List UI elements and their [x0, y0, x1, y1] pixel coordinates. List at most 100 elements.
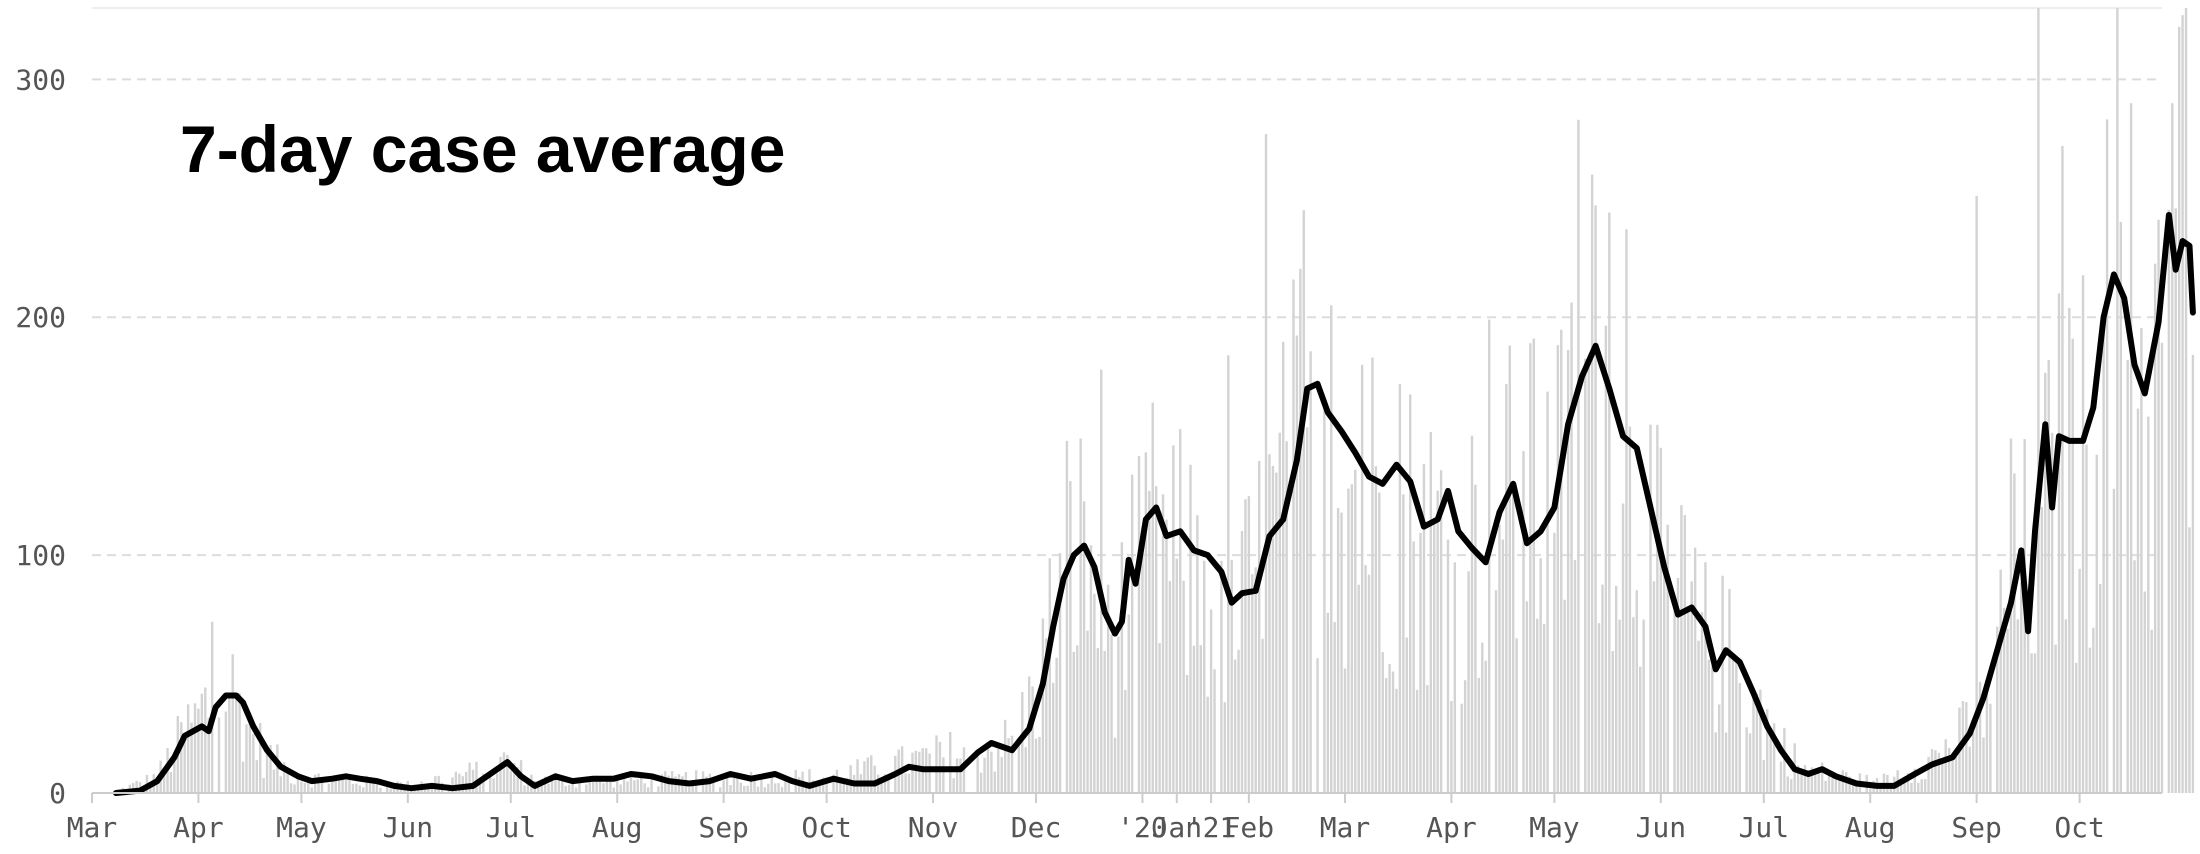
daily-case-bar	[1879, 787, 1882, 793]
daily-case-bar	[567, 784, 571, 793]
daily-case-bar	[1172, 445, 1175, 793]
daily-case-bar	[1903, 778, 1906, 793]
daily-case-bar	[1409, 394, 1412, 793]
x-tick-label: Jun	[1636, 811, 1687, 844]
daily-case-bar	[815, 781, 818, 793]
daily-case-bar	[1954, 750, 1958, 793]
daily-case-bar	[911, 752, 914, 793]
daily-case-bar	[1536, 618, 1539, 793]
daily-case-bar	[2013, 473, 2016, 793]
daily-case-bar	[1587, 358, 1590, 793]
daily-case-bar	[1072, 651, 1075, 793]
daily-case-bar	[2040, 507, 2044, 793]
daily-case-bar	[725, 775, 729, 793]
y-tick-label: 200	[15, 301, 66, 334]
daily-case-bar	[2078, 568, 2081, 793]
daily-case-bar	[1281, 341, 1285, 793]
daily-case-bar	[2157, 219, 2160, 793]
daily-case-bar	[1515, 638, 1518, 793]
x-tick-label: May	[276, 811, 327, 844]
x-tick-label: Sep	[1951, 811, 2002, 844]
daily-case-bar	[1185, 675, 1189, 793]
daily-case-bar	[1556, 345, 1560, 793]
daily-case-bar	[283, 762, 286, 793]
daily-case-bar	[997, 749, 1000, 793]
daily-case-bar	[1639, 666, 1642, 793]
daily-case-bar	[705, 776, 708, 793]
daily-case-bar	[629, 772, 633, 793]
daily-case-bar	[1989, 703, 1992, 793]
daily-case-bar	[691, 785, 694, 793]
daily-case-bar	[739, 782, 743, 793]
daily-case-bar	[173, 756, 176, 793]
daily-case-bar	[252, 734, 255, 793]
daily-case-bar	[2126, 360, 2129, 793]
daily-case-bar	[856, 759, 859, 793]
daily-case-bar	[2191, 354, 2195, 793]
y-tick-label: 300	[15, 63, 66, 96]
daily-case-bar	[1851, 783, 1855, 793]
daily-case-bar	[2171, 103, 2174, 794]
daily-case-bar	[1113, 737, 1117, 793]
daily-case-bar	[1227, 355, 1230, 793]
daily-case-bar	[643, 783, 646, 793]
daily-case-bar	[1154, 486, 1158, 793]
daily-case-bar	[1203, 560, 1206, 793]
daily-case-bar	[1796, 765, 1800, 793]
daily-case-bar	[660, 774, 664, 793]
daily-case-bar	[1086, 630, 1089, 793]
daily-case-bar	[1618, 619, 1621, 793]
daily-case-bar	[1467, 571, 1470, 793]
daily-case-bar	[1673, 597, 1676, 793]
daily-case-bar	[2033, 653, 2037, 793]
daily-case-bar	[753, 778, 756, 793]
daily-case-bar	[2071, 338, 2074, 793]
daily-case-bar	[1299, 268, 1302, 794]
daily-case-bar	[540, 785, 543, 793]
daily-case-bar	[1621, 503, 1625, 793]
daily-case-bar	[1354, 469, 1357, 793]
daily-case-bar	[1161, 494, 1165, 793]
daily-case-bar	[1707, 659, 1711, 793]
daily-case-bar	[729, 784, 732, 793]
daily-case-bar	[296, 778, 300, 793]
daily-case-bar	[1412, 541, 1415, 793]
daily-case-bar	[636, 779, 640, 793]
daily-case-bar	[1721, 575, 1724, 793]
daily-case-bar	[2099, 584, 2102, 793]
daily-case-bar	[2026, 589, 2030, 793]
daily-case-bar	[1360, 364, 1364, 793]
daily-case-bar	[156, 781, 159, 793]
daily-case-bar	[1917, 782, 1920, 793]
daily-case-bar	[2030, 653, 2033, 793]
daily-case-bar	[1687, 605, 1690, 793]
daily-case-bar	[1772, 723, 1776, 793]
daily-case-bar	[883, 774, 887, 793]
daily-case-bar	[2037, 8, 2040, 793]
daily-case-bar	[1611, 651, 1614, 793]
daily-case-bar	[1350, 484, 1354, 793]
daily-case-bar	[605, 778, 609, 793]
daily-case-bar	[478, 783, 482, 793]
daily-case-bar	[307, 779, 310, 793]
daily-case-bar	[269, 745, 272, 793]
daily-case-bar	[248, 712, 252, 793]
daily-case-bar	[1103, 650, 1106, 793]
daily-case-bar	[1700, 612, 1704, 793]
daily-case-bar	[2095, 454, 2098, 793]
daily-case-bar	[955, 758, 959, 793]
daily-case-bar	[389, 788, 392, 793]
daily-case-bar	[1711, 665, 1714, 793]
daily-case-bar	[2088, 647, 2092, 793]
daily-case-bar	[1899, 782, 1903, 793]
daily-case-bar	[1594, 205, 1597, 793]
daily-case-bar	[863, 761, 866, 793]
daily-case-bar	[578, 778, 581, 793]
x-tick-label: Mar	[67, 811, 118, 844]
daily-case-bar	[344, 779, 348, 793]
daily-case-bar	[1525, 601, 1529, 793]
daily-case-bar	[162, 769, 166, 793]
daily-case-bar	[574, 787, 578, 793]
daily-case-bar	[1614, 585, 1618, 793]
daily-case-bar	[149, 786, 152, 793]
